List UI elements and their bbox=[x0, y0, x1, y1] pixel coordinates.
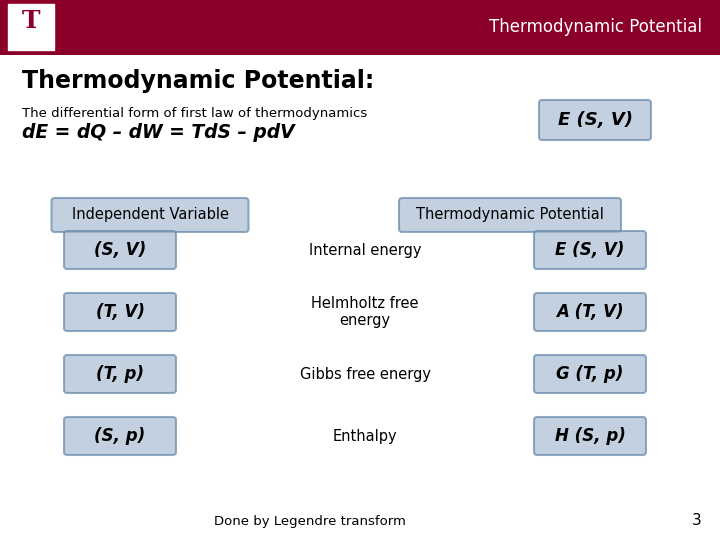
Text: Internal energy: Internal energy bbox=[309, 242, 421, 258]
Text: G (T, p): G (T, p) bbox=[557, 365, 624, 383]
Text: dE = dQ – dW = TdS – pdV: dE = dQ – dW = TdS – pdV bbox=[22, 123, 294, 142]
Text: 3: 3 bbox=[692, 513, 702, 528]
FancyBboxPatch shape bbox=[52, 198, 248, 232]
Text: The differential form of first law of thermodynamics: The differential form of first law of th… bbox=[22, 107, 367, 120]
Text: TEMPLE: TEMPLE bbox=[14, 31, 48, 40]
Text: (S, p): (S, p) bbox=[94, 427, 145, 445]
Bar bbox=[8, 4, 54, 50]
FancyBboxPatch shape bbox=[64, 293, 176, 331]
Text: T: T bbox=[22, 10, 40, 33]
FancyBboxPatch shape bbox=[534, 231, 646, 269]
FancyBboxPatch shape bbox=[534, 417, 646, 455]
Text: H (S, p): H (S, p) bbox=[554, 427, 626, 445]
FancyBboxPatch shape bbox=[534, 355, 646, 393]
Text: E (S, V): E (S, V) bbox=[555, 241, 625, 259]
Text: Done by Legendre transform: Done by Legendre transform bbox=[214, 515, 406, 528]
Bar bbox=[0, 0, 720, 55]
Text: Gibbs free energy: Gibbs free energy bbox=[300, 367, 431, 381]
Text: Independent Variable: Independent Variable bbox=[71, 207, 228, 222]
FancyBboxPatch shape bbox=[534, 293, 646, 331]
Text: A (T, V): A (T, V) bbox=[556, 303, 624, 321]
FancyBboxPatch shape bbox=[539, 100, 651, 140]
FancyBboxPatch shape bbox=[64, 231, 176, 269]
FancyBboxPatch shape bbox=[64, 355, 176, 393]
Text: Enthalpy: Enthalpy bbox=[333, 429, 397, 443]
Text: UNIVERSITY®: UNIVERSITY® bbox=[13, 40, 49, 45]
Text: E (S, V): E (S, V) bbox=[557, 111, 632, 129]
Text: Thermodynamic Potential: Thermodynamic Potential bbox=[489, 18, 702, 37]
FancyBboxPatch shape bbox=[64, 417, 176, 455]
Text: (S, V): (S, V) bbox=[94, 241, 146, 259]
Text: Thermodynamic Potential:: Thermodynamic Potential: bbox=[22, 69, 374, 93]
Text: Helmholtz free
energy: Helmholtz free energy bbox=[311, 296, 419, 328]
Text: (T, V): (T, V) bbox=[96, 303, 145, 321]
Text: Thermodynamic Potential: Thermodynamic Potential bbox=[416, 207, 604, 222]
Text: (T, p): (T, p) bbox=[96, 365, 144, 383]
FancyBboxPatch shape bbox=[399, 198, 621, 232]
